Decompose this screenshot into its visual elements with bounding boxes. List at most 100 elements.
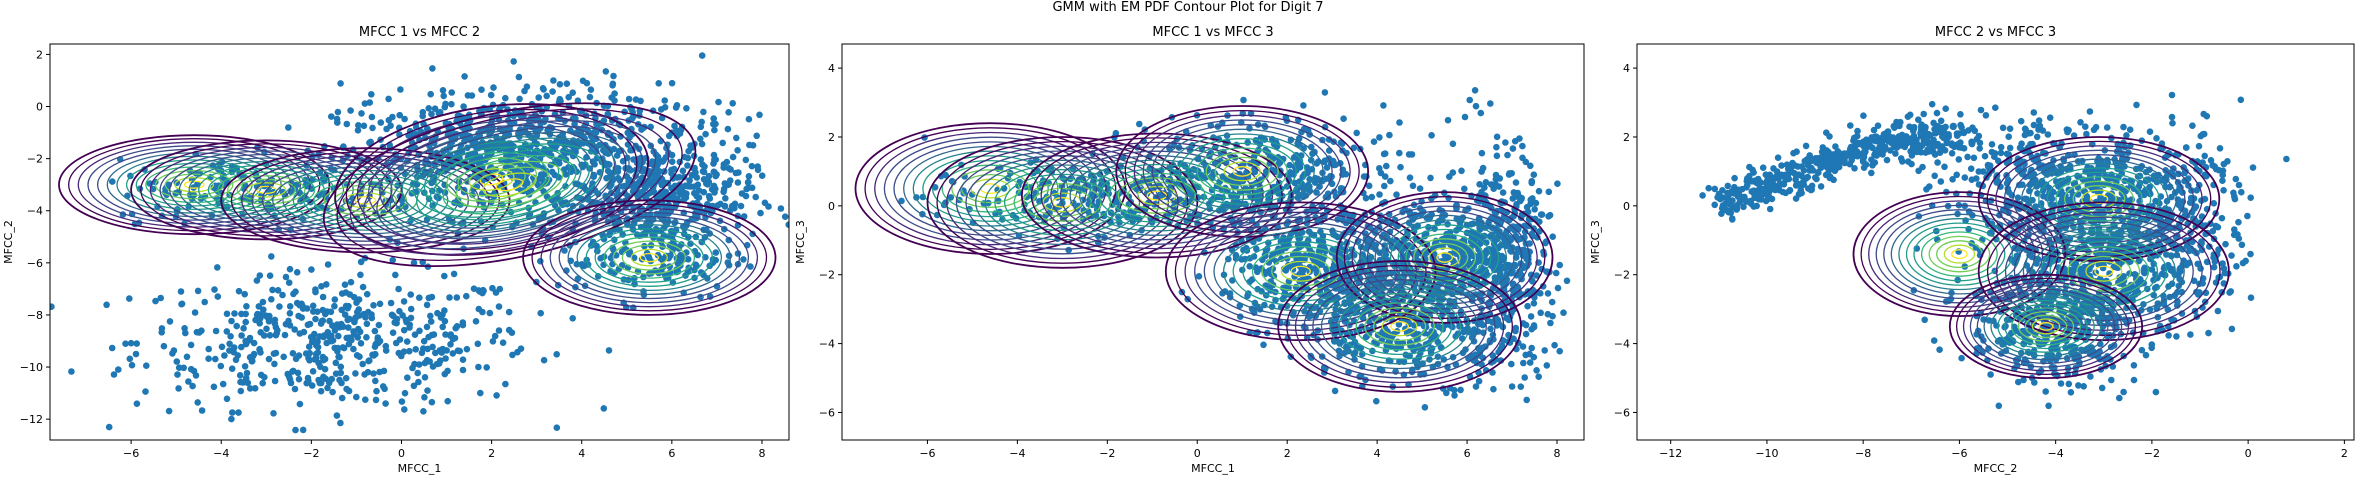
- scatter-point: [1528, 325, 1535, 333]
- scatter-point: [233, 322, 240, 330]
- x-tick-label: −4: [213, 447, 229, 460]
- scatter-point: [228, 365, 236, 373]
- scatter-point: [695, 187, 703, 194]
- scatter-point: [1297, 257, 1304, 264]
- scatter-point: [697, 269, 705, 276]
- scatter-point: [376, 300, 384, 308]
- scatter-point: [201, 298, 208, 306]
- scatter-point: [1530, 300, 1538, 307]
- scatter-point: [285, 279, 293, 287]
- scatter-point: [1556, 347, 1563, 355]
- scatter-point: [1955, 156, 1963, 163]
- scatter-point: [1746, 172, 1753, 180]
- scatter-point: [192, 372, 200, 379]
- contour-line: [1146, 190, 1168, 201]
- scatter-point: [1401, 236, 1408, 243]
- scatter-point: [165, 407, 173, 415]
- contour-line: [495, 178, 524, 192]
- scatter-point: [1714, 194, 1721, 201]
- scatter-point: [343, 120, 351, 128]
- scatter-point: [270, 350, 278, 358]
- scatter-point: [1306, 176, 1313, 183]
- scatter-point: [1519, 142, 1526, 150]
- scatter-point: [587, 86, 595, 93]
- scatter-point: [1451, 392, 1458, 399]
- scatter-point: [1520, 359, 1527, 367]
- contour-line: [169, 153, 364, 226]
- scatter-point: [626, 176, 633, 184]
- scatter-point: [1487, 100, 1494, 107]
- scatter-point: [729, 153, 737, 161]
- scatter-point: [1960, 145, 1968, 152]
- scatter-point: [324, 384, 331, 392]
- scatter-point: [1524, 222, 1532, 230]
- scatter-point: [493, 392, 500, 399]
- scatter-point: [1459, 214, 1467, 221]
- scatter-point: [560, 166, 568, 173]
- scatter-point: [210, 383, 218, 391]
- contour-line: [363, 120, 657, 250]
- scatter-point: [237, 387, 245, 395]
- scatter-point: [502, 94, 509, 102]
- contour-line: [322, 102, 697, 268]
- scatter-point: [229, 409, 236, 416]
- scatter-point: [175, 385, 182, 392]
- scatter-point: [1537, 309, 1544, 317]
- scatter-point: [721, 203, 729, 210]
- scatter-point: [1526, 359, 1534, 366]
- contour-line: [349, 114, 670, 256]
- scatter-point: [342, 374, 350, 382]
- scatter-point: [578, 261, 586, 268]
- scatter-point: [1542, 239, 1549, 247]
- scatter-point: [282, 273, 290, 281]
- contour-line: [389, 131, 630, 238]
- scatter-point: [1493, 133, 1501, 141]
- scatter-point: [265, 355, 273, 363]
- scatter-point: [1893, 122, 1901, 129]
- scatter-point: [416, 294, 423, 302]
- scatter-point: [1970, 154, 1978, 162]
- scatter-point: [152, 297, 159, 305]
- scatter-point: [606, 161, 613, 168]
- scatter-point: [749, 230, 756, 238]
- scatter-point: [290, 367, 297, 375]
- scatter-point: [610, 72, 617, 80]
- scatter-point: [291, 326, 299, 333]
- scatter-point: [1493, 143, 1500, 151]
- scatter-point: [510, 119, 518, 127]
- x-tick-label: −6: [919, 447, 935, 460]
- scatter-point: [461, 73, 468, 80]
- scatter-point: [1794, 163, 1802, 170]
- contour-line: [217, 171, 316, 209]
- scatter-point: [569, 89, 576, 96]
- scatter-point: [1718, 210, 1725, 217]
- scatter-point: [1759, 164, 1767, 171]
- scatter-point: [1918, 121, 1925, 128]
- scatter-point: [1254, 268, 1261, 276]
- scatter-point: [1843, 152, 1850, 160]
- scatter-point: [312, 288, 319, 296]
- scatter-point: [456, 347, 464, 355]
- scatter-point: [376, 338, 383, 345]
- scatter-point: [1275, 160, 1283, 167]
- scatter-point: [1423, 214, 1430, 222]
- scatter-point: [305, 354, 312, 362]
- contour-line: [154, 169, 234, 200]
- scatter-point: [372, 377, 379, 385]
- scatter-point: [314, 349, 322, 356]
- scatter-point: [656, 168, 663, 175]
- scatter-point: [142, 388, 149, 395]
- scatter-point: [1481, 184, 1488, 191]
- scatter-point: [793, 205, 800, 212]
- scatter-point: [157, 294, 164, 302]
- scatter-point: [583, 79, 591, 87]
- scatter-point: [685, 147, 692, 155]
- scatter-point: [187, 365, 195, 373]
- contour-line: [334, 103, 649, 256]
- scatter-point: [68, 368, 75, 375]
- scatter-point: [105, 423, 113, 431]
- scatter-point: [1502, 139, 1509, 146]
- scatter-point: [396, 336, 404, 343]
- scatter-point: [409, 364, 416, 372]
